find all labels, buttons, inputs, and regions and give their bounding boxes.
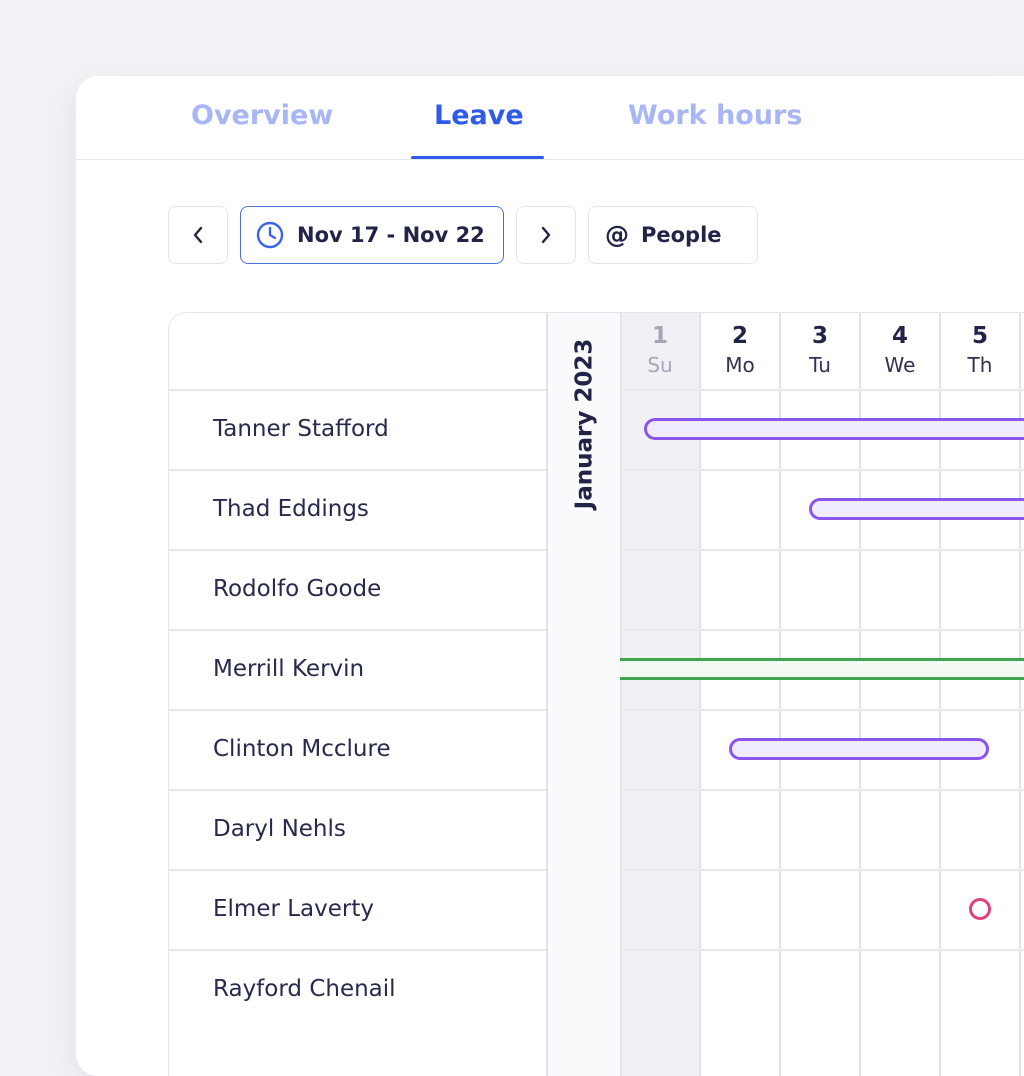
people-filter-label: People	[641, 223, 722, 247]
single-day-event-marker[interactable]	[969, 898, 991, 920]
row-divider	[169, 629, 546, 631]
day-divider	[859, 313, 861, 1076]
day-name: We	[884, 353, 916, 377]
leave-event-bar[interactable]	[729, 738, 989, 760]
row-divider	[620, 549, 1024, 551]
clock-icon	[255, 220, 285, 250]
row-divider	[620, 789, 1024, 791]
month-label: January 2023	[571, 338, 598, 510]
chevron-right-icon	[539, 225, 553, 245]
row-divider	[169, 949, 546, 951]
day-name: Th	[967, 353, 993, 377]
day-divider	[939, 313, 941, 1076]
leave-event-bar[interactable]	[809, 498, 1024, 520]
leave-event-bar[interactable]	[644, 418, 1024, 440]
row-divider	[620, 869, 1024, 871]
day-number: 1	[651, 323, 668, 349]
row-divider	[620, 469, 1024, 471]
day-number: 3	[811, 323, 828, 349]
person-row-name[interactable]: Clinton Mcclure	[213, 736, 391, 762]
day-number: 5	[971, 323, 988, 349]
row-divider	[620, 389, 1024, 391]
leave-card: Overview Leave Work hours Nov 17 - Nov 2…	[76, 76, 1024, 1076]
next-range-button[interactable]	[516, 206, 576, 264]
active-tab-indicator	[411, 156, 544, 159]
person-row-name[interactable]: Rayford Chenail	[213, 976, 396, 1002]
tab-bar: Overview Leave Work hours	[76, 76, 1024, 160]
tab-work-hours[interactable]: Work hours	[628, 100, 803, 131]
tab-leave[interactable]: Leave	[434, 100, 524, 131]
people-filter-button[interactable]: @ People	[588, 206, 758, 264]
work-hours-event-bar[interactable]	[620, 658, 1024, 680]
person-row-name[interactable]: Rodolfo Goode	[213, 576, 382, 602]
row-divider	[169, 789, 546, 791]
date-range-label: Nov 17 - Nov 22	[297, 223, 485, 247]
person-row-name[interactable]: Merrill Kervin	[213, 656, 365, 682]
weekend-column-shading	[620, 313, 700, 1076]
day-name: Mo	[725, 353, 755, 377]
row-divider	[620, 629, 1024, 631]
person-row-name[interactable]: Thad Eddings	[213, 496, 369, 522]
day-number: 4	[891, 323, 908, 349]
day-name: Tu	[809, 353, 831, 377]
day-number: 2	[731, 323, 748, 349]
previous-range-button[interactable]	[168, 206, 228, 264]
day-divider	[699, 313, 701, 1076]
day-divider	[779, 313, 781, 1076]
row-divider	[169, 549, 546, 551]
tab-overview[interactable]: Overview	[191, 100, 334, 131]
row-divider	[169, 389, 546, 391]
month-divider	[620, 313, 622, 1076]
names-divider	[546, 313, 548, 1076]
row-divider	[169, 869, 546, 871]
person-row-name[interactable]: Elmer Laverty	[213, 896, 374, 922]
row-divider	[169, 469, 546, 471]
person-row-name[interactable]: Daryl Nehls	[213, 816, 346, 842]
person-row-name[interactable]: Tanner Stafford	[213, 416, 389, 442]
month-column	[548, 313, 620, 1076]
date-range-picker[interactable]: Nov 17 - Nov 22	[240, 206, 504, 264]
row-divider	[620, 709, 1024, 711]
day-divider	[1019, 313, 1021, 1076]
day-name: Su	[647, 353, 673, 377]
row-divider	[169, 709, 546, 711]
at-sign-icon: @	[605, 221, 629, 249]
row-divider	[620, 949, 1024, 951]
chevron-left-icon	[191, 225, 205, 245]
leave-calendar: January 2023 1 Su 2 Mo 3 Tu	[168, 312, 1024, 1076]
